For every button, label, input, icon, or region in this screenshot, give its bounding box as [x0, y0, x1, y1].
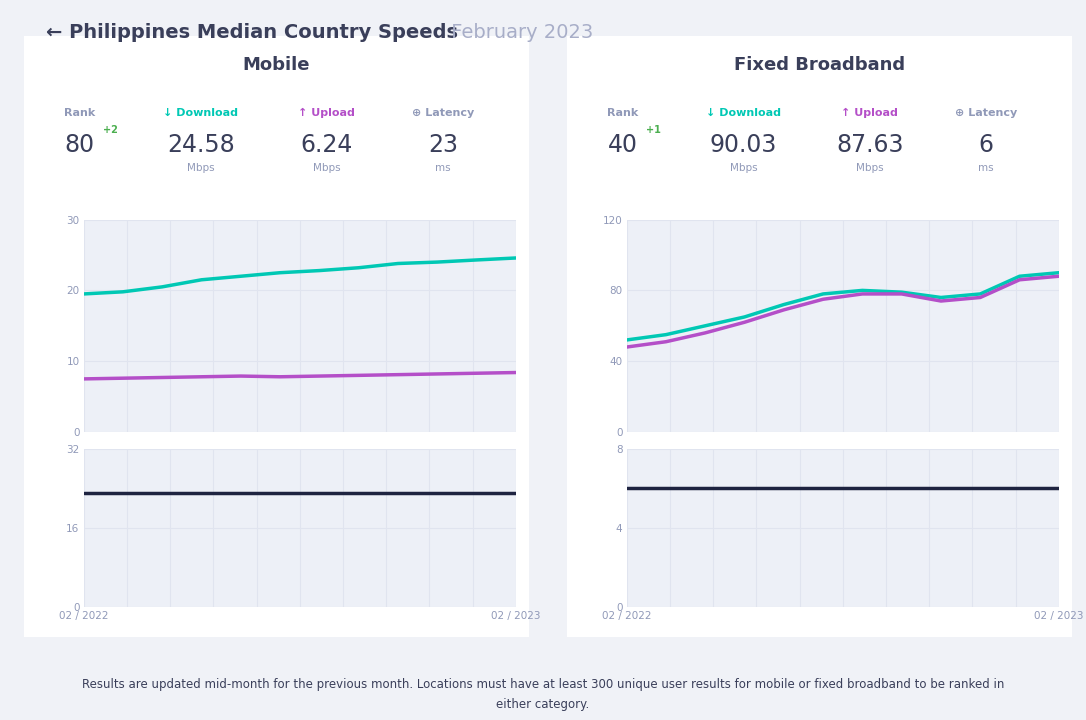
Text: ← Philippines Median Country Speeds: ← Philippines Median Country Speeds [46, 23, 457, 42]
Text: Mbps: Mbps [187, 163, 214, 174]
Text: 6.24: 6.24 [301, 133, 353, 157]
Text: Mobile: Mobile [242, 56, 311, 74]
Text: Rank: Rank [64, 108, 96, 118]
Text: ⊕ Latency: ⊕ Latency [412, 108, 475, 118]
Text: 87.63: 87.63 [836, 133, 904, 157]
Text: 80: 80 [64, 133, 94, 157]
Text: ms: ms [435, 163, 451, 174]
Text: Mbps: Mbps [856, 163, 884, 174]
Text: Mbps: Mbps [313, 163, 341, 174]
Text: 23: 23 [428, 133, 458, 157]
Text: 40: 40 [607, 133, 637, 157]
Text: +1: +1 [646, 125, 661, 135]
Text: Rank: Rank [607, 108, 639, 118]
Text: February 2023: February 2023 [445, 23, 594, 42]
Text: ↓ Download: ↓ Download [163, 108, 238, 118]
Text: 90.03: 90.03 [710, 133, 778, 157]
Text: Mbps: Mbps [730, 163, 757, 174]
Text: 24.58: 24.58 [167, 133, 235, 157]
Text: ⊕ Latency: ⊕ Latency [955, 108, 1018, 118]
Text: ↓ Download: ↓ Download [706, 108, 781, 118]
Text: ↑ Upload: ↑ Upload [299, 108, 355, 118]
Text: Fixed Broadband: Fixed Broadband [734, 56, 905, 74]
Text: Results are updated mid-month for the previous month. Locations must have at lea: Results are updated mid-month for the pr… [81, 678, 1005, 711]
Text: 6: 6 [978, 133, 994, 157]
Text: ↑ Upload: ↑ Upload [842, 108, 898, 118]
Text: ms: ms [978, 163, 994, 174]
Text: +2: +2 [103, 125, 118, 135]
